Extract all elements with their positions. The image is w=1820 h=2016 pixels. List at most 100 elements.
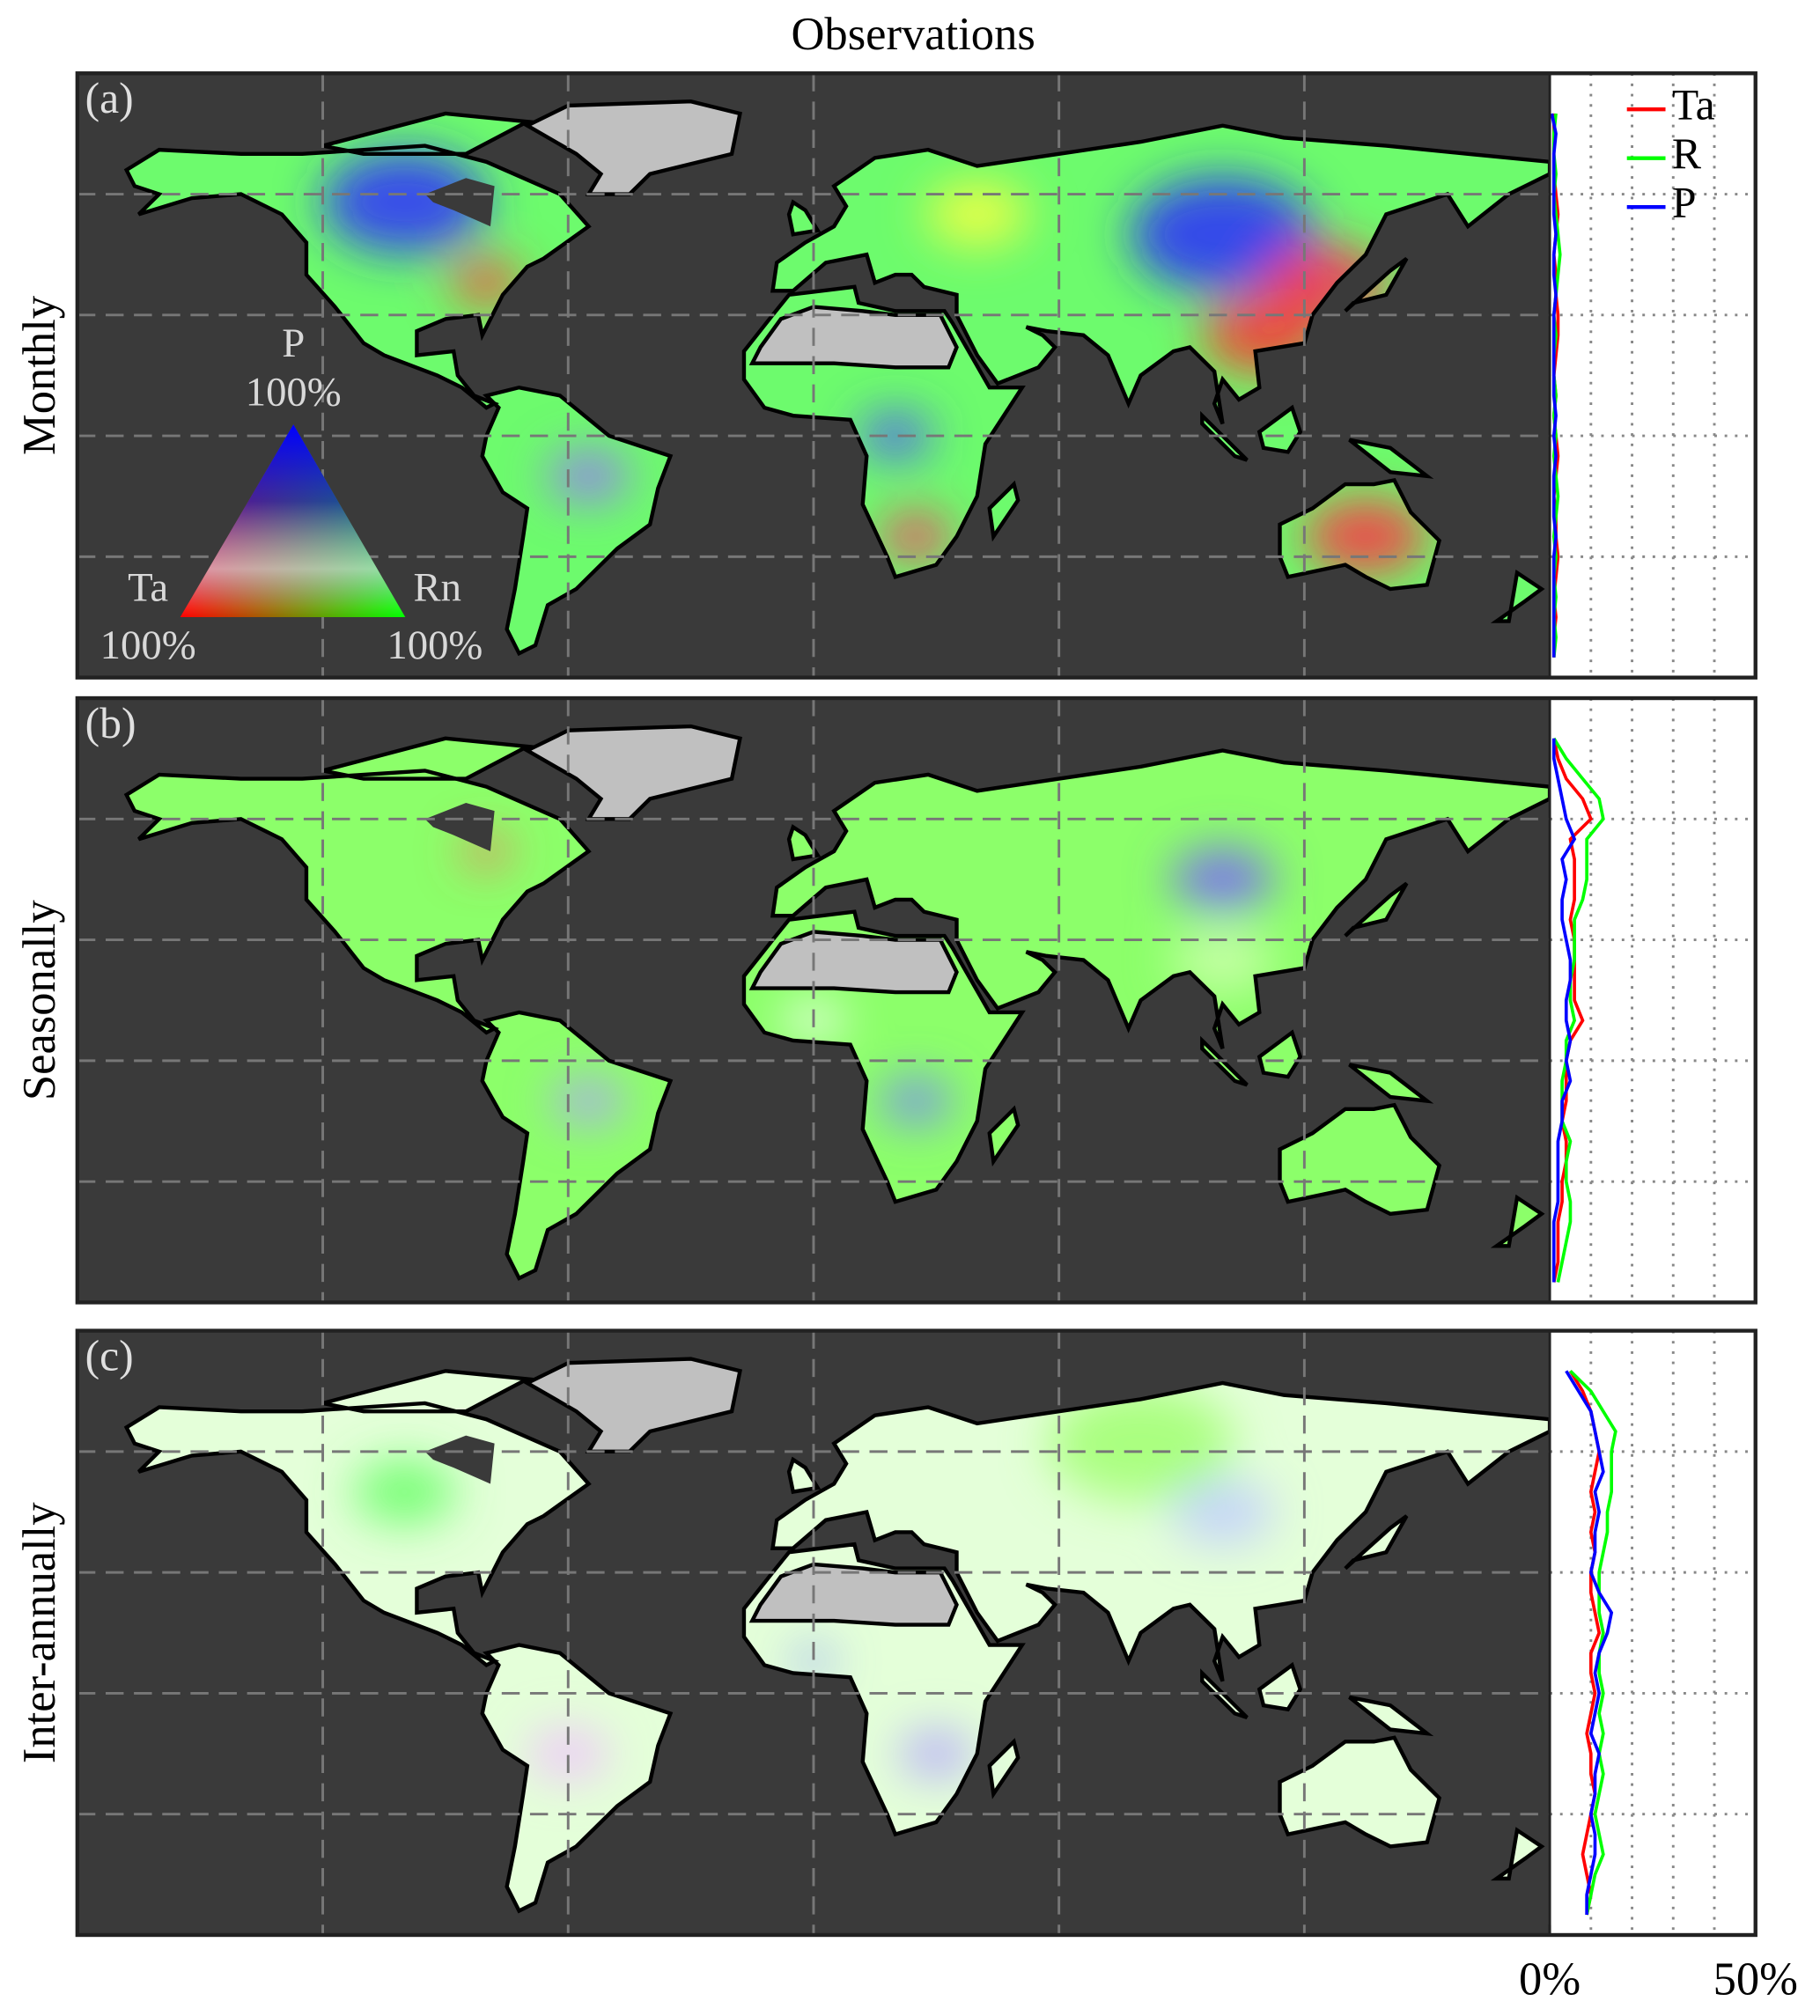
- profile-line: [1568, 1370, 1602, 1916]
- ternary-label: 100%: [387, 622, 483, 668]
- inland-water: [424, 803, 495, 851]
- coastline: [1256, 404, 1303, 454]
- coastline: [987, 1105, 1021, 1167]
- coastline: [987, 480, 1021, 542]
- profile-line: [1552, 737, 1605, 1283]
- color-blob: [1130, 176, 1315, 293]
- coastline: [1348, 1695, 1434, 1737]
- color-blob: [925, 181, 1029, 246]
- panel-frame: [75, 1328, 1757, 1938]
- panel-frame: [75, 71, 1757, 680]
- color-blob: [1171, 1479, 1274, 1545]
- coastline: [523, 1357, 742, 1454]
- map-panel: [77, 1330, 1552, 1935]
- profile-background: [1550, 698, 1756, 1303]
- profile-line: [1569, 1369, 1617, 1916]
- coastline: [1200, 410, 1249, 462]
- legend-label: Ta: [1672, 81, 1715, 129]
- row-label: Inter-annually: [14, 1502, 65, 1763]
- coastline: [123, 143, 592, 410]
- coastline: [1200, 1035, 1249, 1087]
- profile-line: [1551, 738, 1593, 1283]
- coastline: [523, 724, 742, 821]
- coastline: [741, 909, 1026, 1204]
- ternary-label: 100%: [246, 370, 342, 416]
- coastline: [321, 1369, 534, 1414]
- x-tick-label: 0%: [1519, 1954, 1581, 2005]
- coastline: [1348, 438, 1434, 479]
- color-blob: [899, 1730, 974, 1777]
- profile-background: [1550, 73, 1756, 678]
- coastline: [1490, 1194, 1545, 1248]
- x-tick-label: 50%: [1713, 1954, 1798, 2005]
- no-data-region: [527, 101, 741, 195]
- no-data-region: [527, 726, 741, 820]
- color-blob: [353, 1460, 456, 1525]
- panel-label: (c): [85, 1332, 134, 1380]
- coastline: [123, 1401, 592, 1668]
- land-blobs: [353, 1385, 1274, 1780]
- color-blob: [879, 1078, 954, 1124]
- coastline: [321, 111, 534, 157]
- panel-label: (a): [85, 74, 134, 122]
- color-blob: [792, 1648, 835, 1674]
- coastline: [123, 769, 592, 1035]
- coastline: [987, 1738, 1021, 1799]
- color-blob: [1048, 1385, 1234, 1502]
- ternary-label: 100%: [100, 622, 196, 668]
- coastline: [1200, 1668, 1249, 1719]
- ternary-triangle-white: [180, 423, 406, 618]
- color-blob: [858, 412, 932, 460]
- color-blob: [1171, 847, 1274, 912]
- land-blobs: [461, 835, 1274, 1124]
- coastline: [1278, 1735, 1442, 1849]
- no-data-region: [752, 306, 957, 368]
- map-panel: [77, 698, 1552, 1303]
- profile-line: [1565, 1370, 1614, 1916]
- coastline: [741, 1541, 1026, 1837]
- coastline: [741, 284, 1026, 579]
- coastline: [480, 1010, 674, 1281]
- coastline: [321, 736, 534, 781]
- coastline: [1344, 1514, 1409, 1571]
- coastline: [1256, 1661, 1303, 1712]
- coastline: [1256, 1029, 1303, 1079]
- figure-title: Observations: [791, 9, 1035, 60]
- color-blob: [879, 513, 954, 560]
- inland-water: [424, 1435, 495, 1484]
- color-blob: [551, 1078, 626, 1124]
- row-label: Monthly: [14, 295, 65, 455]
- color-blob: [527, 1727, 609, 1780]
- coastline: [523, 99, 742, 196]
- coastline: [1344, 881, 1409, 938]
- coastline: [480, 1643, 674, 1914]
- coastline: [1490, 569, 1545, 623]
- legend-label: P: [1672, 179, 1697, 227]
- panel-frame: [75, 695, 1757, 1305]
- color-blob: [1171, 927, 1274, 992]
- no-data-region: [752, 1564, 957, 1625]
- no-data-region: [752, 931, 957, 993]
- ternary-label: Rn: [414, 565, 462, 611]
- no-data-region: [527, 1358, 741, 1452]
- legend-label: R: [1672, 129, 1702, 178]
- color-blob: [321, 151, 487, 254]
- inland-water: [424, 178, 495, 227]
- coastline: [1278, 478, 1442, 592]
- map-panel: [77, 73, 1552, 678]
- panel-label: (b): [85, 699, 136, 747]
- ternary-label: P: [282, 320, 305, 366]
- coastline: [1278, 1102, 1442, 1217]
- ternary-label: Ta: [128, 565, 168, 611]
- coastline: [480, 385, 674, 657]
- profile-line: [1550, 113, 1558, 658]
- coastline: [1344, 256, 1409, 313]
- profile-line: [1551, 738, 1577, 1283]
- color-blob: [547, 450, 630, 503]
- row-label: Seasonally: [14, 900, 65, 1100]
- coastline: [1490, 1827, 1545, 1881]
- coastline: [1348, 1063, 1434, 1104]
- profile-background: [1550, 1330, 1756, 1935]
